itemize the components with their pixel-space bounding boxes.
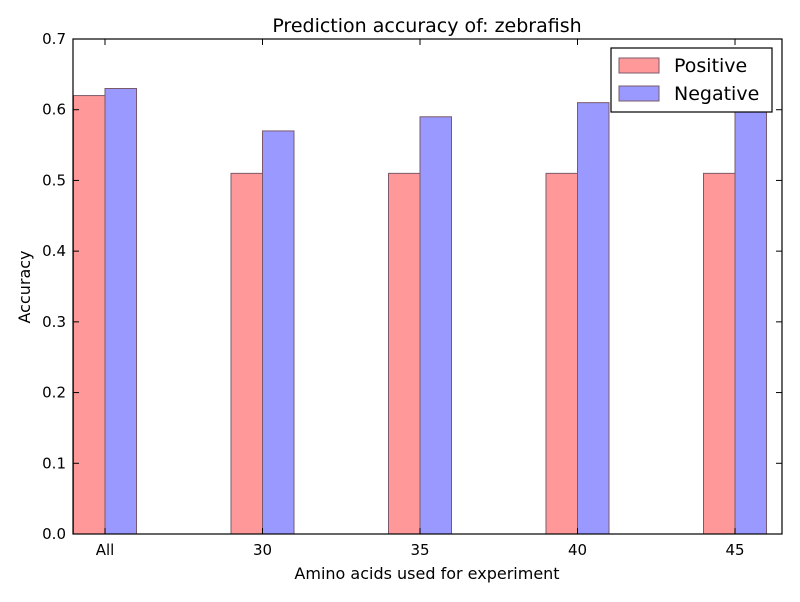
y-tick-label: 0.0 [42,525,66,543]
legend-swatch-negative [618,85,660,102]
y-tick-label: 0.2 [42,384,66,402]
bar-negative-All [104,88,137,535]
y-tick-label: 0.3 [42,313,66,331]
bar-positive-All [73,95,106,535]
bar-negative-45 [734,102,767,535]
x-tick-label: 30 [253,541,272,559]
bar-negative-40 [577,102,610,535]
legend-swatch-positive [618,57,660,74]
bar-positive-40 [545,172,578,535]
bar-negative-35 [419,116,452,535]
bar-positive-30 [230,172,263,535]
bars-layer [73,88,767,535]
x-tick-label: 45 [725,541,744,559]
legend-label-positive: Positive [674,55,747,77]
x-axis-label: Amino acids used for experiment [294,564,559,583]
bar-positive-45 [703,172,736,535]
chart-title: Prediction accuracy of: zebrafish [272,15,581,37]
y-tick-label: 0.4 [42,242,66,260]
legend-label-negative: Negative [674,83,759,105]
y-tick-label: 0.6 [42,101,66,119]
bar-positive-35 [388,172,421,535]
bar-negative-30 [262,130,295,535]
y-tick-label: 0.1 [42,454,66,472]
y-tick-label: 0.7 [42,30,66,48]
legend: Positive Negative [610,47,773,113]
y-axis-label: Accuracy [15,250,34,323]
ticks-layer: 0.0 0.1 0.2 0.3 0.4 0.5 0.6 0.7 All 30 35 40 45 [42,30,782,559]
y-tick-label: 0.5 [42,171,66,189]
plot-frame [72,38,783,535]
x-tick-label: 40 [568,541,587,559]
x-tick-label: 35 [410,541,429,559]
x-tick-label: All [96,541,115,559]
